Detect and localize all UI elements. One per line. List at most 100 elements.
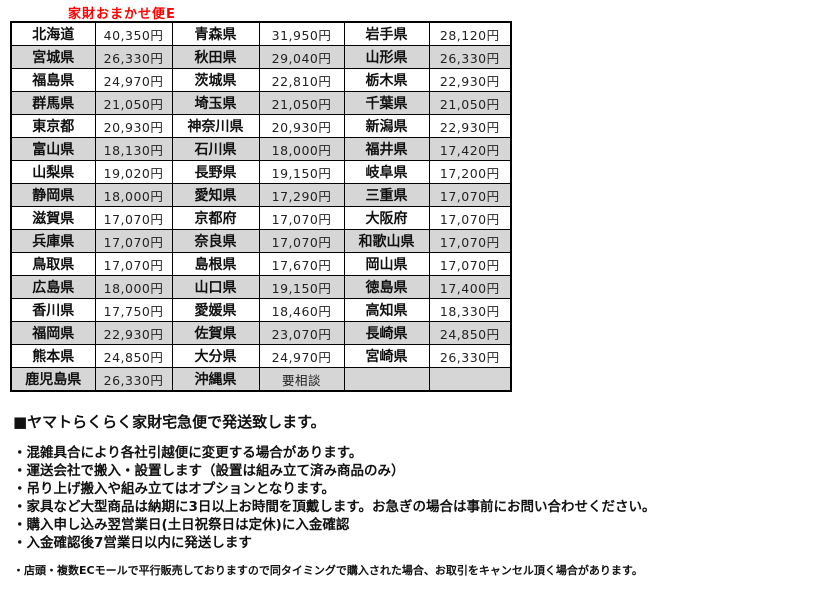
price-cell: 26,330円 [94, 45, 173, 69]
prefecture-cell: 熊本県 [10, 344, 96, 368]
prefecture-cell: 京都府 [171, 206, 260, 230]
prefecture-cell: 島根県 [171, 252, 260, 276]
price-cell: 18,000円 [94, 183, 173, 207]
price-cell: 23,070円 [258, 321, 345, 345]
table-row: 福岡県 22,930円 佐賀県 23,070円 長崎県 24,850円 [10, 321, 512, 345]
price-cell: 17,420円 [428, 137, 512, 161]
price-cell: 19,020円 [94, 160, 173, 184]
note-bullet: ・吊り上げ搬入や組み立てはオプションとなります。 [13, 481, 335, 497]
prefecture-cell: 徳島県 [343, 275, 430, 299]
table-row: 鳥取県 17,070円 島根県 17,670円 岡山県 17,070円 [10, 252, 512, 276]
price-cell: 17,070円 [428, 183, 512, 207]
notes-heading: ■ヤマトらくらく家財宅急便で発送致します。 [13, 413, 326, 431]
prefecture-cell: 三重県 [343, 183, 430, 207]
prefecture-cell: 奈良県 [171, 229, 260, 253]
price-cell: 26,330円 [428, 45, 512, 69]
price-cell: 24,850円 [94, 344, 173, 368]
price-cell: 24,850円 [428, 321, 512, 345]
prefecture-cell: 広島県 [10, 275, 96, 299]
prefecture-cell: 茨城県 [171, 68, 260, 92]
price-cell: 21,050円 [258, 91, 345, 115]
prefecture-cell: 新潟県 [343, 114, 430, 138]
notes-footnote: ・店頭・複数ECモールで平行販売しておりますので同タイミングで購入された場合、お… [13, 564, 643, 577]
notes-bullet-list: ・混雑具合により各社引越便に変更する場合があります。・運送会社で搬入・設置します… [13, 444, 813, 552]
prefecture-cell: 青森県 [171, 21, 260, 46]
price-cell: 17,750円 [94, 298, 173, 322]
prefecture-cell: 富山県 [10, 137, 96, 161]
note-bullet: ・購入申し込み翌営業日(土日祝祭日は定休)に入金確認 [13, 517, 350, 533]
prefecture-cell: 福島県 [10, 68, 96, 92]
note-bullet: ・運送会社で搬入・設置します（設置は組み立て済み商品のみ） [13, 463, 405, 479]
note-bullet: ・混雑具合により各社引越便に変更する場合があります。 [13, 445, 363, 461]
table-row: 群馬県 21,050円 埼玉県 21,050円 千葉県 21,050円 [10, 91, 512, 115]
price-cell: 22,930円 [428, 114, 512, 138]
price-cell: 28,120円 [428, 21, 512, 46]
prefecture-cell: 滋賀県 [10, 206, 96, 230]
prefecture-cell: 秋田県 [171, 45, 260, 69]
prefecture-cell: 鹿児島県 [10, 367, 96, 392]
prefecture-cell: 東京都 [10, 114, 96, 138]
table-row: 兵庫県 17,070円 奈良県 17,070円 和歌山県 17,070円 [10, 229, 512, 253]
prefecture-cell: 長野県 [171, 160, 260, 184]
prefecture-cell: 長崎県 [343, 321, 430, 345]
price-cell: 17,070円 [428, 252, 512, 276]
prefecture-cell: 栃木県 [343, 68, 430, 92]
prefecture-cell: 鳥取県 [10, 252, 96, 276]
price-cell: 17,670円 [258, 252, 345, 276]
table-row: 鹿児島県 26,330円 沖縄県 要相談 [10, 367, 512, 392]
prefecture-cell: 神奈川県 [171, 114, 260, 138]
prefecture-cell: 福井県 [343, 137, 430, 161]
prefecture-cell: 高知県 [343, 298, 430, 322]
prefecture-cell: 山梨県 [10, 160, 96, 184]
price-cell: 18,330円 [428, 298, 512, 322]
price-cell: 18,000円 [94, 275, 173, 299]
table-row: 広島県 18,000円 山口県 19,150円 徳島県 17,400円 [10, 275, 512, 299]
shipping-fee-table: 北海道 40,350円 青森県 31,950円 岩手県 28,120円 宮城県 26,330円… [10, 21, 512, 392]
price-cell: 24,970円 [94, 68, 173, 92]
price-cell: 17,070円 [258, 229, 345, 253]
price-cell: 21,050円 [94, 91, 173, 115]
table-row: 山梨県 19,020円 長野県 19,150円 岐阜県 17,200円 [10, 160, 512, 184]
price-cell: 18,000円 [258, 137, 345, 161]
table-title: 家財おまかせ便E [68, 7, 176, 22]
price-cell: 17,200円 [428, 160, 512, 184]
note-bullet: ・入金確認後7営業日以内に発送します [13, 535, 252, 551]
prefecture-cell: 宮崎県 [343, 344, 430, 368]
price-cell: 22,930円 [428, 68, 512, 92]
price-cell: 17,290円 [258, 183, 345, 207]
prefecture-cell: 北海道 [10, 21, 96, 46]
prefecture-cell: 大分県 [171, 344, 260, 368]
prefecture-cell: 群馬県 [10, 91, 96, 115]
table-row: 北海道 40,350円 青森県 31,950円 岩手県 28,120円 [10, 21, 512, 46]
price-cell [428, 367, 512, 392]
prefecture-cell: 岩手県 [343, 21, 430, 46]
prefecture-cell: 山形県 [343, 45, 430, 69]
price-cell: 17,400円 [428, 275, 512, 299]
price-cell: 17,070円 [258, 206, 345, 230]
prefecture-cell: 香川県 [10, 298, 96, 322]
prefecture-cell: 山口県 [171, 275, 260, 299]
price-cell: 24,970円 [258, 344, 345, 368]
prefecture-cell: 佐賀県 [171, 321, 260, 345]
price-cell: 21,050円 [428, 91, 512, 115]
price-cell: 29,040円 [258, 45, 345, 69]
table-row: 宮城県 26,330円 秋田県 29,040円 山形県 26,330円 [10, 45, 512, 69]
prefecture-cell: 大阪府 [343, 206, 430, 230]
table-row: 静岡県 18,000円 愛知県 17,290円 三重県 17,070円 [10, 183, 512, 207]
prefecture-cell: 福岡県 [10, 321, 96, 345]
price-cell: 17,070円 [94, 206, 173, 230]
prefecture-cell: 岐阜県 [343, 160, 430, 184]
prefecture-cell: 愛知県 [171, 183, 260, 207]
price-cell: 要相談 [258, 367, 345, 392]
price-cell: 26,330円 [428, 344, 512, 368]
table-row: 滋賀県 17,070円 京都府 17,070円 大阪府 17,070円 [10, 206, 512, 230]
price-cell: 19,150円 [258, 275, 345, 299]
prefecture-cell: 沖縄県 [171, 367, 260, 392]
price-cell: 31,950円 [258, 21, 345, 46]
prefecture-cell: 兵庫県 [10, 229, 96, 253]
price-cell: 19,150円 [258, 160, 345, 184]
price-cell: 17,070円 [94, 229, 173, 253]
table-row: 福島県 24,970円 茨城県 22,810円 栃木県 22,930円 [10, 68, 512, 92]
price-cell: 22,930円 [94, 321, 173, 345]
prefecture-cell: 愛媛県 [171, 298, 260, 322]
